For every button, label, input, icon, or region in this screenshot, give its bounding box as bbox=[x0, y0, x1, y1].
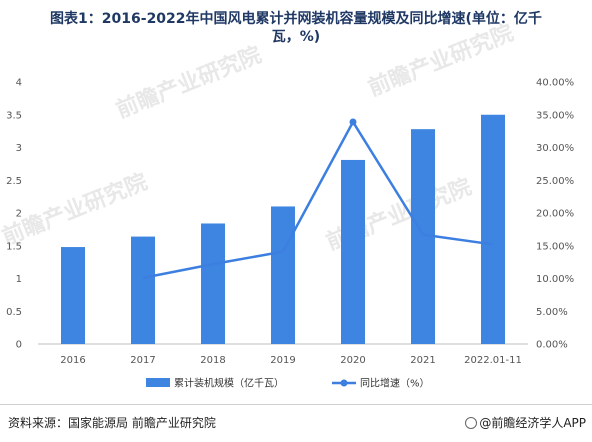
y-left-tick-label: 0 bbox=[16, 340, 22, 351]
y-right-tick-label: 35.00% bbox=[536, 110, 574, 121]
footer-divider bbox=[0, 404, 592, 405]
y-left-tick-label: 1 bbox=[16, 274, 22, 285]
y-right-tick-label: 5.00% bbox=[536, 307, 568, 318]
y-left-tick-label: 2.5 bbox=[6, 176, 22, 187]
bar bbox=[341, 159, 365, 344]
growth-line bbox=[142, 120, 494, 280]
source-note: 资料来源：国家能源局 前瞻产业研究院 bbox=[8, 416, 216, 430]
y-left-tick-label: 4 bbox=[16, 78, 22, 89]
x-tick-label: 2021 bbox=[410, 355, 435, 366]
y-right-tick-label: 15.00% bbox=[536, 241, 574, 252]
bar bbox=[131, 236, 155, 344]
brand-text: @前瞻经济学人APP bbox=[479, 416, 586, 430]
brand-logo-icon bbox=[465, 417, 478, 429]
chart-title: 图表1：2016-2022年中国风电累计并网装机容量规模及同比增速(单位：亿千 … bbox=[0, 10, 592, 46]
legend-bar-swatch bbox=[146, 378, 170, 387]
watermark-text: 前瞻产业研究院 bbox=[365, 20, 518, 102]
y-right-tick-label: 20.00% bbox=[536, 209, 574, 220]
x-tick-label: 2017 bbox=[130, 355, 155, 366]
y-left-tick-label: 3 bbox=[16, 143, 22, 154]
x-tick-label: 2016 bbox=[60, 355, 85, 366]
legend-line-label: 同比增速（%） bbox=[360, 377, 430, 390]
brand-credit: @前瞻经济学人APP bbox=[465, 414, 586, 431]
bar bbox=[201, 223, 225, 344]
legend-line-marker bbox=[340, 379, 348, 387]
bar bbox=[271, 206, 295, 344]
x-tick-label: 2020 bbox=[340, 355, 365, 366]
chart-title-line1: 图表1：2016-2022年中国风电累计并网装机容量规模及同比增速(单位：亿千 bbox=[50, 11, 542, 27]
x-tick-label: 2018 bbox=[200, 355, 225, 366]
y-left-tick-label: 2 bbox=[16, 209, 22, 220]
x-tick-label: 2019 bbox=[270, 355, 295, 366]
y-right-tick-label: 10.00% bbox=[536, 274, 574, 285]
y-left-tick-label: 0.5 bbox=[6, 307, 22, 318]
watermark-text: 前瞻产业研究院 bbox=[0, 169, 151, 251]
y-left-tick-label: 1.5 bbox=[6, 241, 22, 252]
y-right-tick-label: 40.00% bbox=[536, 78, 574, 89]
y-right-tick-label: 0.00% bbox=[536, 340, 568, 351]
x-tick-label: 2022.01-11 bbox=[464, 355, 522, 366]
legend-bar-label: 累计装机规模（亿千瓦） bbox=[174, 377, 284, 390]
y-left-tick-label: 3.5 bbox=[6, 110, 22, 121]
y-right-tick-label: 25.00% bbox=[536, 176, 574, 187]
bar bbox=[61, 247, 85, 344]
growth-point bbox=[349, 118, 357, 126]
bar bbox=[481, 114, 505, 344]
y-right-tick-label: 30.00% bbox=[536, 143, 574, 154]
chart-title-line2: 瓦，%) bbox=[271, 29, 321, 45]
watermark-text: 前瞻产业研究院 bbox=[113, 42, 266, 124]
